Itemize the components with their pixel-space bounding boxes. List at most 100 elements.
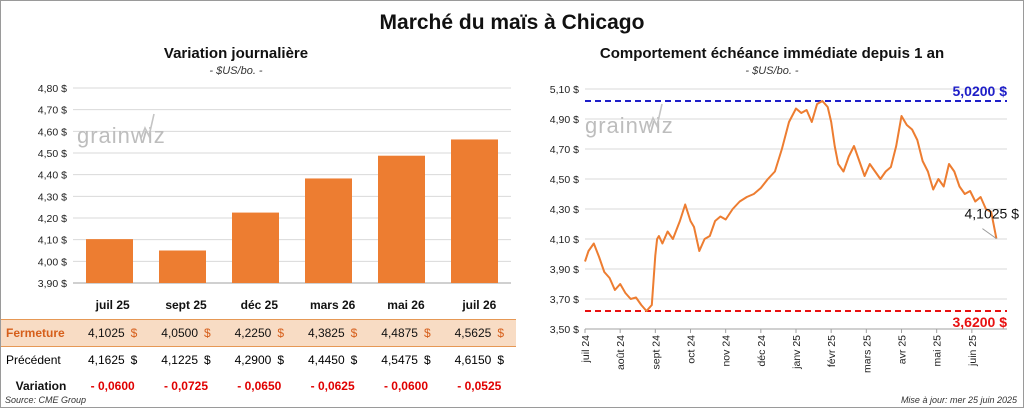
close-value: 4,4875	[381, 326, 418, 340]
previous-value: 4,4450	[307, 353, 345, 367]
bar-y-tick-label: 4,40 $	[38, 170, 67, 182]
currency-symbol: $	[130, 353, 138, 367]
currency-symbol: $	[204, 326, 211, 340]
watermark-text: grainwiz	[77, 123, 166, 148]
update-note: Mise à jour: mer 25 juin 2025	[900, 395, 1017, 405]
bar-y-tick-label: 3,90 $	[38, 278, 67, 290]
line-y-tick-label: 3,90 $	[550, 264, 579, 276]
col-header: déc 25	[240, 298, 278, 312]
close-row-label: Fermeture	[1, 319, 76, 347]
previous-value: 4,6150	[454, 353, 492, 367]
line-x-tick-label: mai 25	[932, 335, 944, 367]
variation-value: - 0,0600	[90, 379, 135, 393]
bar	[159, 250, 206, 283]
bar	[451, 139, 498, 283]
line-x-tick-label: sept 24	[650, 335, 662, 370]
col-header: juil 25	[95, 298, 130, 312]
low-value-label: 3,6200 $	[953, 314, 1008, 330]
line-x-tick-label: oct 24	[686, 335, 698, 364]
last-value-leader	[982, 228, 997, 240]
bar-panel-title: Variation journalière	[163, 45, 309, 62]
bar-y-tick-label: 4,00 $	[38, 256, 67, 268]
currency-symbol: $	[350, 353, 358, 367]
watermark-logo-mark	[648, 103, 663, 129]
currency-symbol: $	[130, 326, 138, 340]
line-x-tick-label: févr 25	[826, 335, 838, 367]
bar-y-tick-label: 4,80 $	[38, 83, 67, 95]
bar-panel-unit: - $US/bo. -	[209, 65, 263, 77]
line-x-tick-label: déc 24	[756, 335, 768, 367]
line-y-tick-label: 4,90 $	[550, 114, 579, 126]
variation-value: - 0,0600	[383, 379, 428, 393]
currency-symbol: $	[350, 326, 358, 340]
bar-chart: 3,90 $ 4,00 $ 4,10 $ 4,20 $ 4,30 $ 4,40 $ 4,50…	[38, 83, 511, 290]
currency-symbol: $	[423, 353, 431, 367]
line-y-tick-label: 4,10 $	[550, 234, 579, 246]
currency-symbol: $	[277, 353, 285, 367]
close-row: Fermeture 4,1025 $ 4,0500 $ 4,2250 $ 4,3825…	[1, 319, 516, 347]
bar-y-tick-label: 4,50 $	[38, 148, 67, 160]
line-y-tick-label: 5,10 $	[550, 84, 579, 96]
close-value: 4,5625	[454, 326, 492, 340]
bar-y-tick-label: 4,20 $	[38, 213, 67, 225]
line-panel-title: Comportement échéance immédiate depuis 1…	[599, 45, 945, 62]
line-chart: 3,50 $ 3,70 $ 3,90 $ 4,10 $ 4,30 $ 4,50 $ 4,70…	[550, 83, 1020, 373]
bar	[305, 178, 352, 283]
variation-row-label: Variation	[15, 379, 67, 393]
line-x-tick-label: août 24	[615, 335, 627, 370]
variation-row: Variation - 0,0600 - 0,0725 - 0,0650 - 0…	[1, 373, 516, 399]
variation-value: - 0,0650	[237, 379, 282, 393]
previous-value: 4,1225	[161, 353, 198, 367]
col-header: mai 26	[387, 298, 425, 312]
bar	[232, 212, 279, 283]
close-value: 4,2250	[234, 326, 272, 340]
line-x-tick-label: janv 25	[791, 335, 803, 370]
col-header: sept 25	[165, 298, 207, 312]
previous-value: 4,5475	[381, 353, 418, 367]
page-title: Marché du maïs à Chicago	[379, 11, 645, 34]
watermark-logo-mark	[140, 113, 155, 139]
currency-symbol: $	[497, 353, 505, 367]
variation-value: - 0,0625	[310, 379, 355, 393]
previous-row-label: Précédent	[6, 353, 61, 367]
close-value: 4,3825	[307, 326, 345, 340]
line-x-tick-label: nov 24	[721, 335, 733, 367]
line-y-tick-label: 3,70 $	[550, 294, 579, 306]
bar-y-tick-label: 4,10 $	[38, 235, 67, 247]
line-y-tick-label: 4,50 $	[550, 174, 579, 186]
variation-value: - 0,0525	[457, 379, 502, 393]
variation-value: - 0,0725	[163, 379, 209, 393]
close-value: 4,0500	[161, 326, 198, 340]
line-y-tick-label: 4,30 $	[550, 204, 579, 216]
line-x-tick-label: juin 25	[967, 335, 979, 367]
previous-row: Précédent 4,1625 $ 4,1225 $ 4,2900 $ 4,4450…	[1, 347, 516, 374]
line-x-tick-label: juil 24	[580, 335, 592, 364]
source-note: Source: CME Group	[5, 395, 87, 405]
col-header: mars 26	[309, 298, 356, 312]
previous-value: 4,2900	[234, 353, 272, 367]
bar-y-tick-label: 4,60 $	[38, 126, 67, 138]
price-series-line	[584, 100, 998, 312]
bar-y-tick-label: 4,70 $	[38, 105, 67, 117]
currency-symbol: $	[204, 353, 211, 367]
table-header-spacer	[1, 291, 76, 320]
high-value-label: 5,0200 $	[953, 83, 1008, 99]
previous-value: 4,1625	[87, 353, 125, 367]
table-header-row: juil 25 sept 25 déc 25 mars 26 mai 26 ju…	[1, 291, 516, 320]
close-value: 4,1025	[87, 326, 125, 340]
line-y-tick-label: 3,50 $	[550, 324, 579, 336]
bar	[86, 239, 133, 283]
bar	[378, 155, 425, 283]
line-y-tick-label: 4,70 $	[550, 144, 579, 156]
currency-symbol: $	[423, 326, 431, 340]
last-value-label: 4,1025 $	[965, 206, 1020, 222]
line-x-tick-label: avr 25	[897, 335, 909, 364]
line-x-tick-label: mars 25	[861, 335, 873, 373]
quote-table: juil 25 sept 25 déc 25 mars 26 mai 26 ju…	[1, 291, 516, 399]
watermark-text: grainwiz	[585, 113, 674, 138]
line-panel-unit: - $US/bo. -	[745, 65, 799, 77]
currency-symbol: $	[497, 326, 505, 340]
currency-symbol: $	[277, 326, 285, 340]
col-header: juil 26	[462, 298, 497, 312]
